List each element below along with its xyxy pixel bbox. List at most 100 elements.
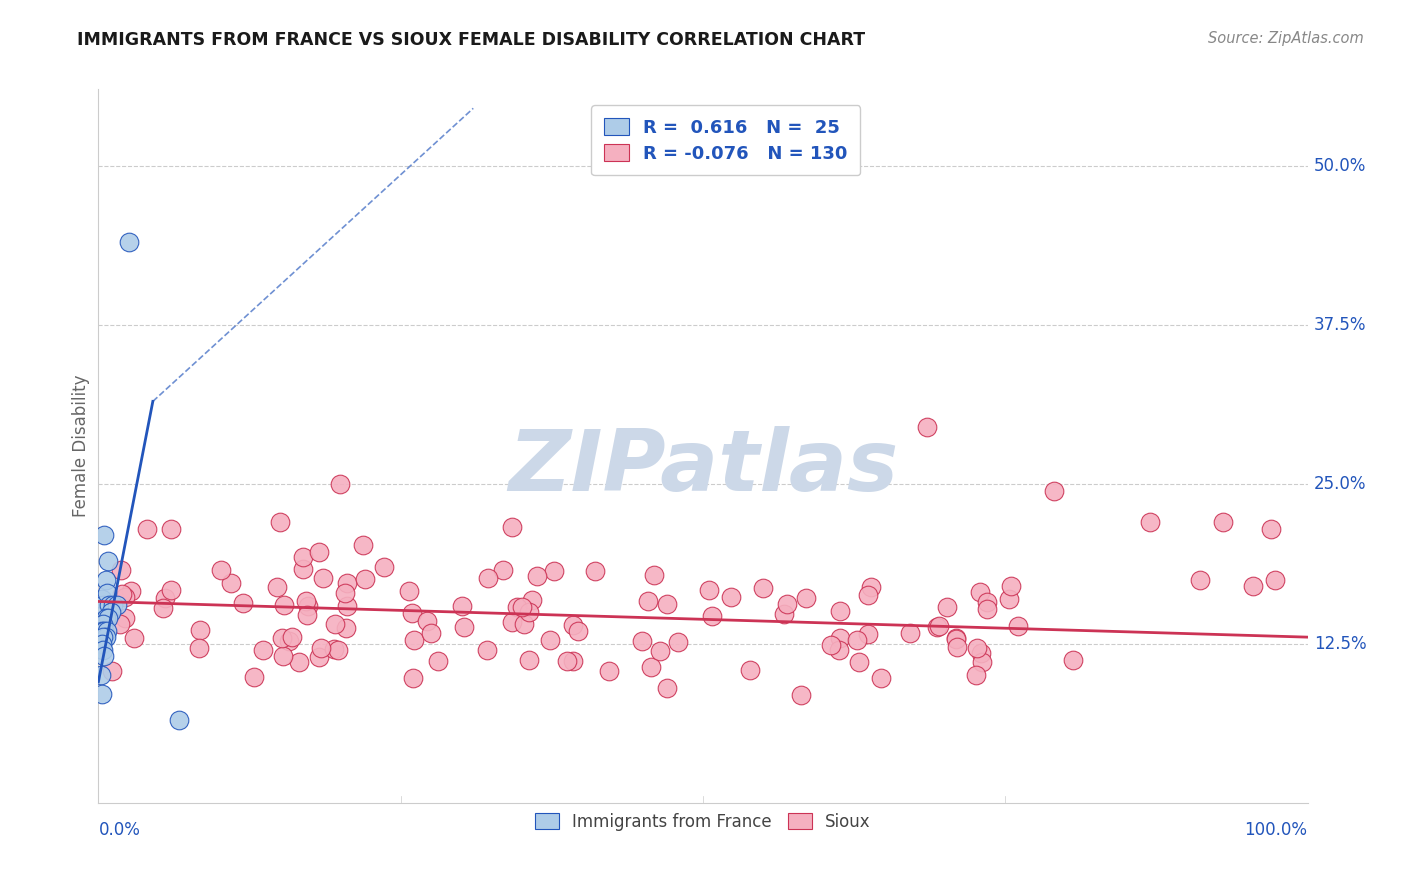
Point	[91, 617, 114, 632]
Point	[848, 655, 870, 669]
Point	[91, 624, 114, 638]
Point	[93, 528, 115, 542]
Point	[970, 646, 993, 660]
Point	[114, 590, 136, 604]
Point	[505, 599, 527, 614]
Point	[648, 644, 671, 658]
Point	[352, 538, 374, 552]
Point	[538, 633, 561, 648]
Point	[124, 631, 146, 645]
Point	[501, 520, 523, 534]
Point	[326, 643, 349, 657]
Point	[91, 591, 114, 606]
Text: 25.0%: 25.0%	[1313, 475, 1367, 493]
Point	[583, 564, 606, 578]
Point	[96, 585, 118, 599]
Point	[720, 591, 742, 605]
Point	[280, 630, 302, 644]
Point	[773, 607, 796, 621]
Point	[169, 713, 191, 727]
Point	[292, 562, 315, 576]
Point	[1188, 573, 1211, 587]
Point	[512, 599, 534, 614]
Point	[91, 630, 114, 644]
Point	[561, 654, 583, 668]
Point	[219, 575, 242, 590]
Point	[1241, 579, 1264, 593]
Point	[209, 563, 232, 577]
Point	[401, 606, 423, 620]
Point	[543, 565, 565, 579]
Point	[869, 671, 891, 685]
Point	[110, 563, 132, 577]
Point	[190, 623, 212, 637]
Text: 100.0%: 100.0%	[1244, 821, 1308, 838]
Point	[828, 603, 851, 617]
Point	[118, 235, 141, 249]
Point	[501, 615, 523, 629]
Point	[311, 571, 333, 585]
Point	[1139, 516, 1161, 530]
Point	[970, 655, 993, 669]
Point	[353, 572, 375, 586]
Point	[336, 599, 359, 613]
Point	[927, 620, 949, 634]
Point	[373, 560, 395, 574]
Point	[153, 591, 176, 605]
Point	[287, 655, 309, 669]
Point	[450, 599, 472, 614]
Point	[1000, 579, 1022, 593]
Point	[740, 663, 762, 677]
Point	[232, 596, 254, 610]
Point	[998, 592, 1021, 607]
Point	[98, 599, 121, 613]
Point	[976, 595, 998, 609]
Point	[152, 601, 174, 615]
Text: 50.0%: 50.0%	[1313, 157, 1367, 175]
Point	[114, 610, 136, 624]
Point	[526, 569, 548, 583]
Point	[630, 633, 652, 648]
Point	[519, 606, 541, 620]
Point	[820, 639, 842, 653]
Point	[453, 620, 475, 634]
Point	[336, 576, 359, 591]
Point	[105, 599, 128, 613]
Point	[1264, 573, 1286, 587]
Point	[110, 616, 132, 631]
Point	[91, 688, 114, 702]
Point	[567, 624, 589, 638]
Point	[697, 583, 720, 598]
Point	[121, 584, 143, 599]
Point	[97, 554, 120, 568]
Point	[160, 583, 183, 598]
Point	[292, 549, 315, 564]
Text: 12.5%: 12.5%	[1313, 634, 1367, 653]
Point	[945, 632, 967, 646]
Point	[252, 643, 274, 657]
Point	[856, 588, 879, 602]
Point	[91, 599, 114, 613]
Point	[657, 598, 679, 612]
Point	[966, 641, 988, 656]
Point	[965, 668, 987, 682]
Point	[796, 591, 818, 606]
Point	[828, 631, 851, 645]
Point	[93, 649, 115, 664]
Point	[1007, 619, 1029, 633]
Point	[666, 635, 689, 649]
Point	[308, 545, 330, 559]
Point	[519, 653, 541, 667]
Point	[93, 624, 115, 638]
Point	[329, 477, 352, 491]
Text: IMMIGRANTS FROM FRANCE VS SIOUX FEMALE DISABILITY CORRELATION CHART: IMMIGRANTS FROM FRANCE VS SIOUX FEMALE D…	[77, 31, 866, 49]
Point	[135, 522, 157, 536]
Point	[97, 611, 120, 625]
Point	[555, 654, 578, 668]
Point	[266, 580, 288, 594]
Point	[427, 654, 450, 668]
Point	[308, 650, 330, 665]
Point	[295, 594, 318, 608]
Point	[333, 586, 356, 600]
Point	[928, 619, 950, 633]
